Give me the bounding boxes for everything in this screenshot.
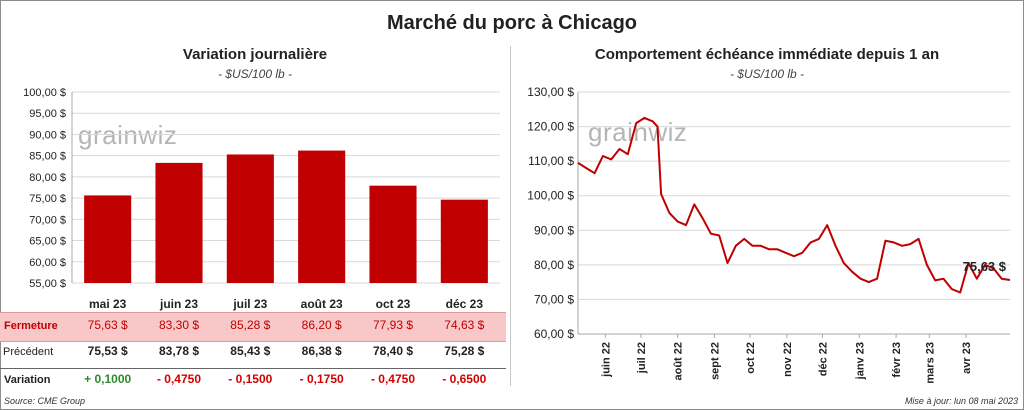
y-tick-label: 55,00 $ <box>29 278 66 290</box>
bar-oct-23 <box>369 185 417 283</box>
x-tick-label: févr 23 <box>891 342 903 377</box>
y-tick-label: 70,00 $ <box>534 292 574 306</box>
y-tick-label: 100,00 $ <box>23 87 66 99</box>
fermeture-row <box>0 312 506 342</box>
fermeture-label: Fermeture <box>4 320 58 332</box>
x-tick-label: mars 23 <box>924 342 936 384</box>
x-tick-label: mai 23 <box>89 297 127 311</box>
main-title: Marché du porc à Chicago <box>386 12 638 34</box>
right-chart-title: Comportement échéance immédiate depuis 1… <box>594 46 940 63</box>
precedent-value: 78,40 $ <box>372 344 414 358</box>
y-tick-label: 100,00 $ <box>527 189 574 203</box>
y-tick-label: 85,00 $ <box>29 151 66 163</box>
y-tick-label: 110,00 $ <box>528 154 574 168</box>
variation-value: - 0,1500 <box>228 372 273 386</box>
left-watermark: grainwiz <box>78 120 178 150</box>
precedent-value: 83,78 $ <box>158 344 200 358</box>
panel-divider <box>510 46 511 386</box>
x-tick-label: janv 23 <box>854 342 866 380</box>
source-note: Source: CME Group <box>4 396 86 406</box>
line-chart: 60,00 $ 70,00 $ 80,00 $ 90,00 $ 100,00 $ 110,… <box>527 85 1011 384</box>
fermeture-value: 74,63 $ <box>444 318 485 332</box>
left-chart-title: Variation journalière <box>182 46 328 63</box>
precedent-label: Précédent <box>3 346 54 358</box>
y-tick-label: 70,00 $ <box>29 214 66 226</box>
variation-value: - 0,6500 <box>442 372 487 386</box>
y-tick-label: 130,00 $ <box>527 85 574 99</box>
variation-value: + 0,1000 <box>84 372 132 386</box>
x-tick-label: oct 22 <box>745 342 757 374</box>
x-tick-label: juil 23 <box>232 297 267 311</box>
bar-juin-23 <box>155 162 203 283</box>
y-tick-label: 80,00 $ <box>534 258 574 272</box>
price-line <box>577 116 1011 294</box>
y-tick-label: 65,00 $ <box>29 236 66 248</box>
x-tick-label: oct 23 <box>376 297 411 311</box>
variation-label: Variation <box>4 374 51 386</box>
x-tick-label: déc 23 <box>446 297 484 311</box>
y-tick-label: 95,00 $ <box>29 108 66 120</box>
precedent-value: 86,38 $ <box>301 344 342 358</box>
x-tick-label: déc 22 <box>817 342 829 376</box>
bar-août-23 <box>298 150 346 283</box>
y-tick-label: 60,00 $ <box>29 257 66 269</box>
bar-déc-23 <box>440 199 488 283</box>
y-tick-label: 90,00 $ <box>534 223 574 237</box>
x-tick-label: avr 23 <box>961 342 973 374</box>
x-tick-label: nov 22 <box>782 342 794 377</box>
fermeture-value: 75,63 $ <box>87 318 128 332</box>
y-tick-label: 120,00 $ <box>527 120 574 134</box>
fermeture-value: 86,20 $ <box>301 318 342 332</box>
table-rule <box>0 368 506 369</box>
fermeture-value: 77,93 $ <box>372 318 414 332</box>
x-tick-label: août 23 <box>301 297 343 311</box>
right-chart-unit: - $US/100 lb - <box>729 67 805 81</box>
update-note: Mise à jour: lun 08 mai 2023 <box>904 396 1018 406</box>
y-tick-label: 80,00 $ <box>29 172 66 184</box>
x-tick-label: juil 22 <box>636 342 648 374</box>
fermeture-value: 85,28 $ <box>230 318 271 332</box>
x-tick-label: juin 22 <box>600 342 612 378</box>
precedent-value: 75,28 $ <box>444 344 485 358</box>
x-tick-label: août 22 <box>673 342 685 381</box>
y-tick-label: 60,00 $ <box>534 327 574 341</box>
variation-value: - 0,1750 <box>299 372 344 386</box>
y-tick-label: 75,00 $ <box>29 193 66 205</box>
x-tick-label: juin 23 <box>159 297 198 311</box>
left-chart-unit: - $US/100 lb - <box>217 67 293 81</box>
y-tick-label: 90,00 $ <box>29 129 66 141</box>
last-value-label: 75,63 $ <box>963 259 1007 274</box>
fermeture-value: 83,30 $ <box>158 318 200 332</box>
bar-chart: 55,00 $ 60,00 $ 65,00 $ 70,00 $ 75,00 $ 80,00… <box>23 87 500 311</box>
x-tick-label: sept 22 <box>709 342 721 380</box>
variation-value: - 0,4750 <box>156 372 202 386</box>
bar-juil-23 <box>226 154 274 283</box>
variation-value: - 0,4750 <box>370 372 416 386</box>
precedent-value: 75,53 $ <box>87 344 128 358</box>
bar-mai-23 <box>84 195 132 283</box>
precedent-value: 85,43 $ <box>230 344 271 358</box>
